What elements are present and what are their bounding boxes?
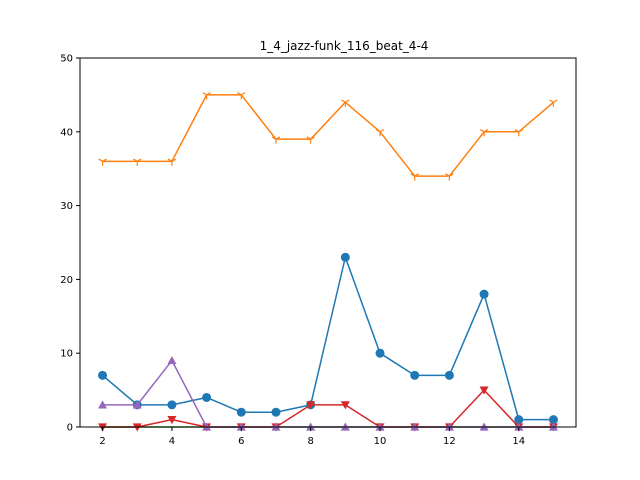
series-1-point <box>167 158 177 166</box>
series-1-point <box>375 129 385 137</box>
series-0-point <box>375 348 385 358</box>
x-tick-label: 14 <box>512 436 525 447</box>
axes-frame <box>79 57 577 428</box>
y-tick-label: 20 <box>60 275 73 286</box>
series-4-point <box>132 400 142 409</box>
series-3-line <box>102 389 554 428</box>
series-1-point <box>549 99 558 107</box>
series-3-point <box>340 401 350 410</box>
series-0-point <box>548 415 558 425</box>
series-0-point <box>271 407 281 417</box>
x-axis: 2 4 6 8 10 12 14 <box>99 427 525 447</box>
series-1-point <box>341 99 350 107</box>
series-1-point <box>445 173 454 181</box>
series-4-point <box>167 356 177 365</box>
series-0-point <box>410 370 420 380</box>
series-1-point <box>237 92 246 100</box>
y-tick-label: 10 <box>60 349 73 360</box>
series-0-point <box>202 392 212 402</box>
series-0-point <box>479 289 489 299</box>
series-0-line <box>102 256 554 421</box>
series-1-point <box>271 136 281 144</box>
series-1-point <box>306 136 315 144</box>
x-tick-label: 8 <box>307 436 313 447</box>
series-3-point <box>479 386 489 395</box>
series-3-point <box>306 401 316 410</box>
series-1-point <box>410 173 419 181</box>
series-4 <box>98 356 558 431</box>
series-0-point <box>514 415 524 425</box>
series-3-point <box>167 416 177 425</box>
x-tick-label: 10 <box>374 436 387 447</box>
x-tick-label: 2 <box>99 436 105 447</box>
series-1-point <box>133 158 142 166</box>
series-1-point <box>479 129 489 137</box>
y-tick-label: 50 <box>60 54 73 65</box>
series-1-point <box>98 158 107 166</box>
series-0-point <box>444 370 454 380</box>
series-4-point <box>98 400 108 409</box>
series-3 <box>98 386 558 432</box>
series-1-point <box>202 92 211 100</box>
series-0-point <box>98 370 108 380</box>
series-0-point <box>340 252 350 262</box>
chart-title: 1_4_jazz-funk_116_beat_4-4 <box>260 39 429 53</box>
series-1-line <box>102 94 554 177</box>
y-tick-label: 40 <box>60 127 73 138</box>
series-0-point <box>236 407 246 417</box>
x-tick-label: 4 <box>169 436 175 447</box>
series-0 <box>98 252 558 425</box>
plot-area <box>98 92 558 432</box>
y-axis: 0 10 20 30 40 50 <box>60 54 80 434</box>
x-tick-label: 12 <box>443 436 456 447</box>
series-0-point <box>167 400 177 410</box>
y-tick-label: 30 <box>60 201 73 212</box>
series-1-point <box>514 129 523 137</box>
y-tick-label: 0 <box>67 423 73 434</box>
series-1 <box>98 92 558 181</box>
x-tick-label: 6 <box>238 436 244 447</box>
